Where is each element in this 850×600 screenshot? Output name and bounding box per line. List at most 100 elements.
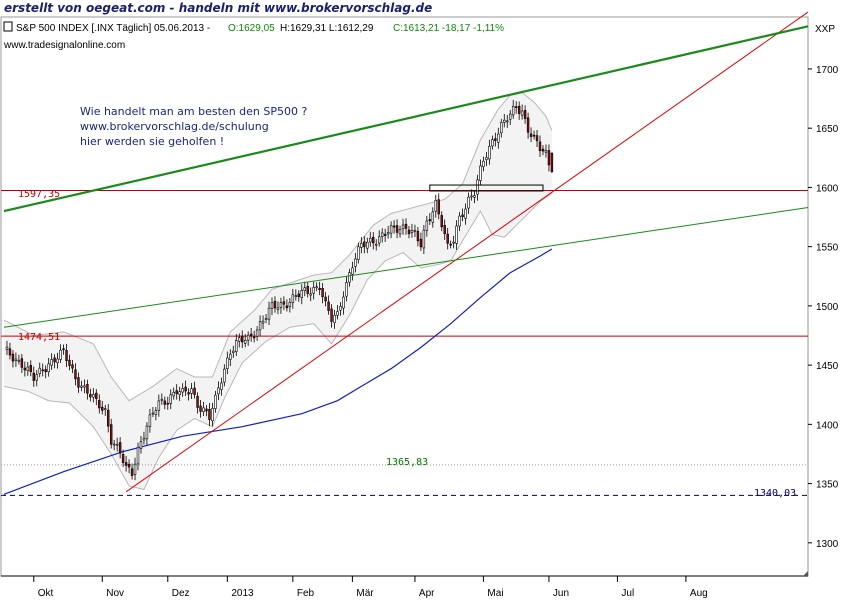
candle-body: [196, 395, 199, 408]
source-url: www.tradesignalonline.com: [3, 40, 125, 51]
candle-body: [175, 390, 178, 395]
candle-body: [172, 392, 175, 397]
candle-body: [104, 408, 107, 411]
candle-body: [243, 340, 247, 344]
candle-body: [351, 267, 354, 275]
trend-lines: [3, 11, 809, 493]
corner-grip[interactable]: [803, 571, 808, 576]
candle-body: [238, 337, 241, 342]
candle-icon: [3, 21, 13, 32]
candle-body: [59, 349, 62, 360]
level-label-1474: 1474,51: [18, 332, 60, 343]
candle-body: [497, 133, 500, 143]
candle-body: [32, 372, 36, 381]
candle-body: [494, 138, 497, 141]
candle-body: [187, 392, 190, 395]
candle-body: [422, 229, 426, 249]
candle-body: [44, 369, 47, 373]
header-open: O:1629,05: [228, 23, 275, 34]
candle-body: [240, 335, 244, 343]
x-tick-label: Apr: [419, 588, 435, 599]
candle-body: [479, 165, 482, 181]
candle-body: [205, 408, 208, 412]
candle-body: [133, 463, 137, 475]
candle-body: [267, 307, 271, 320]
candle-body: [255, 329, 259, 337]
candle-body: [529, 133, 533, 137]
candle-body: [297, 293, 301, 297]
candle-body: [321, 287, 324, 298]
candle-body: [199, 405, 202, 412]
candle-body: [410, 229, 414, 233]
candle-body: [401, 224, 405, 230]
y-tick-label: 1350: [816, 480, 839, 491]
candle-body: [136, 446, 140, 465]
candle-body: [300, 289, 304, 299]
header-symbol: S&P 500 INDEX [.INX Täglich] 05.06.2013 …: [16, 23, 210, 34]
candle-body: [312, 287, 315, 294]
candle-body: [264, 318, 268, 320]
candle-body: [62, 348, 65, 350]
candle-body: [398, 229, 402, 235]
candle-body: [118, 442, 122, 454]
annotation-line-3: hier werden sie geholfen !: [80, 135, 224, 148]
candle-body: [184, 386, 187, 392]
horizontal-levels: [1, 190, 808, 496]
x-tick-label: Jun: [553, 588, 569, 599]
candle-body: [29, 365, 33, 372]
candle-body: [360, 243, 363, 248]
candle-body: [431, 211, 435, 223]
candle-body: [503, 119, 506, 123]
candle-body: [169, 394, 172, 404]
candle-body: [363, 241, 366, 248]
candle-body: [464, 208, 467, 219]
y-tick-label: 1600: [816, 183, 839, 194]
candle-body: [428, 219, 432, 221]
resistance-box: [429, 184, 544, 192]
candle-body: [41, 369, 44, 372]
y-tick-label: 1650: [816, 124, 839, 135]
green-channel-line: [3, 25, 809, 213]
candle-body: [416, 231, 420, 242]
y-tick-label: 1550: [816, 243, 839, 254]
candle-body: [17, 359, 21, 362]
candle-body: [193, 387, 196, 395]
level-label-1340: 1340,03: [754, 488, 796, 499]
candle-body: [315, 286, 318, 289]
candle-body: [163, 400, 167, 405]
candle-body: [276, 307, 280, 310]
candle-body: [535, 135, 539, 142]
candle-body: [446, 233, 449, 244]
candle-body: [547, 150, 551, 166]
candle-body: [419, 238, 423, 248]
candle-body: [5, 346, 9, 350]
candle-body: [14, 358, 18, 362]
y-tick-label: 1700: [816, 65, 839, 76]
candle-body: [148, 414, 152, 428]
candle-body: [449, 243, 452, 246]
candle-body: [404, 223, 408, 229]
candle-body: [106, 409, 110, 427]
candle-body: [440, 215, 443, 228]
candle-body: [142, 437, 146, 441]
header-high-low: H:1629,31 L:1612,29: [280, 23, 374, 34]
candle-body: [92, 394, 95, 398]
candle-body: [386, 232, 390, 235]
candle-body: [80, 385, 83, 388]
candle-body: [294, 295, 298, 297]
y-axis: 1300 1350 1400 1450 1500 1550 1600 1650 1700: [808, 65, 839, 550]
candle-body: [443, 225, 446, 234]
candle-body: [324, 296, 327, 302]
candle-body: [380, 232, 384, 237]
candle-body: [437, 199, 440, 215]
candlestick-series: [5, 99, 554, 481]
bollinger-lower: [3, 192, 553, 491]
bollinger-upper: [3, 92, 553, 402]
candle-body: [550, 152, 554, 173]
candle-body: [413, 229, 417, 232]
candle-body: [282, 301, 286, 305]
candle-body: [467, 196, 470, 209]
annotation-line-2: www.brokervorschlag.de/schulung: [80, 120, 269, 133]
candle-body: [252, 336, 256, 339]
